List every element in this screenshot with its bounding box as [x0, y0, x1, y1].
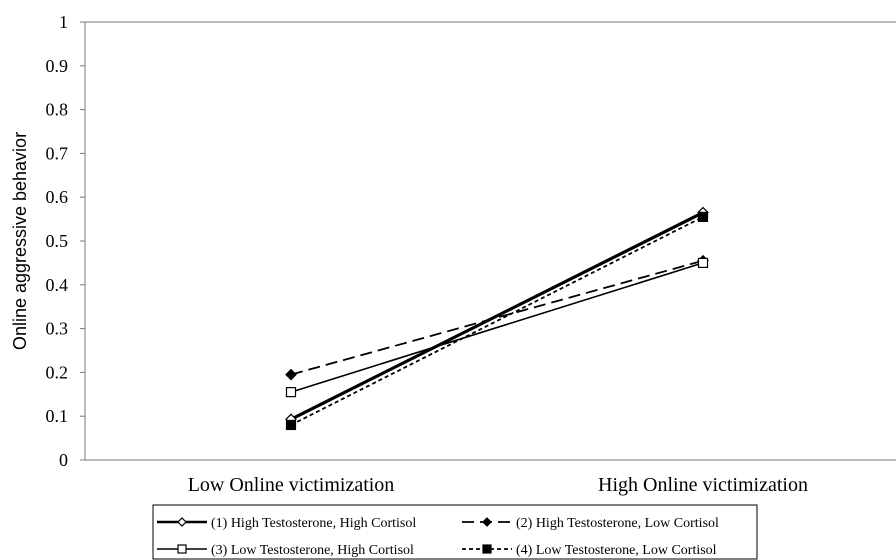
- x-axis-categories: Low Online victimization High Online vict…: [188, 474, 808, 496]
- y-tick-label: 0.1: [46, 406, 69, 426]
- legend-label: (4) Low Testosterone, Low Cortisol: [516, 543, 717, 558]
- series-4-point: [285, 419, 297, 431]
- y-tick-label: 0.7: [46, 143, 69, 163]
- legend-entry-3: (3) Low Testosterone, High Cortisol: [157, 543, 414, 558]
- legend-entry-2: (2) High Testosterone, Low Cortisol: [462, 516, 719, 531]
- y-tick-label: 0.6: [46, 187, 69, 207]
- series-3: [285, 257, 709, 398]
- y-tick-label: 0.3: [46, 319, 69, 339]
- series-4: [285, 211, 709, 431]
- legend-entry-1: (1) High Testosterone, High Cortisol: [157, 516, 416, 531]
- y-axis-ticks: 0 0.1 0.2 0.3 0.4 0.5 0.6 0.7 0.8 0.9 1: [46, 12, 85, 470]
- series-2-point: [285, 368, 297, 381]
- legend: (1) High Testosterone, High Cortisol (2) …: [152, 504, 758, 560]
- y-tick-label: 0.9: [46, 56, 69, 76]
- y-tick-label: 0.2: [46, 362, 69, 382]
- legend-entry-4: (4) Low Testosterone, Low Cortisol: [462, 543, 717, 558]
- legend-label: (3) Low Testosterone, High Cortisol: [211, 543, 414, 558]
- y-tick-label: 0.4: [46, 275, 69, 295]
- legend-label: (1) High Testosterone, High Cortisol: [211, 516, 416, 531]
- legend-marker-swatch: [482, 517, 492, 527]
- series-4-point: [697, 211, 709, 223]
- series-3-point: [285, 387, 297, 398]
- legend-marker-swatch: [482, 544, 492, 554]
- plot-frame: [84, 21, 896, 461]
- y-axis-title: Online aggressive behavior: [10, 132, 30, 350]
- y-tick-label: 0.5: [46, 231, 69, 251]
- series-1: [285, 206, 709, 426]
- x-category-label: High Online victimization: [598, 474, 808, 496]
- legend-marker-swatch: [177, 544, 187, 554]
- legend-marker-swatch: [177, 517, 187, 527]
- legend-label: (2) High Testosterone, Low Cortisol: [516, 516, 719, 531]
- y-tick-label: 0: [59, 450, 68, 470]
- series-1-line: [290, 211, 704, 421]
- x-category-label: Low Online victimization: [188, 474, 395, 496]
- legend-box: [152, 504, 758, 560]
- series-3-point: [697, 257, 709, 268]
- series-layer: [285, 206, 709, 431]
- series-4-line: [290, 216, 704, 426]
- y-tick-label: 1: [59, 12, 68, 32]
- series-3-line: [290, 262, 704, 393]
- y-tick-label: 0.8: [46, 100, 69, 120]
